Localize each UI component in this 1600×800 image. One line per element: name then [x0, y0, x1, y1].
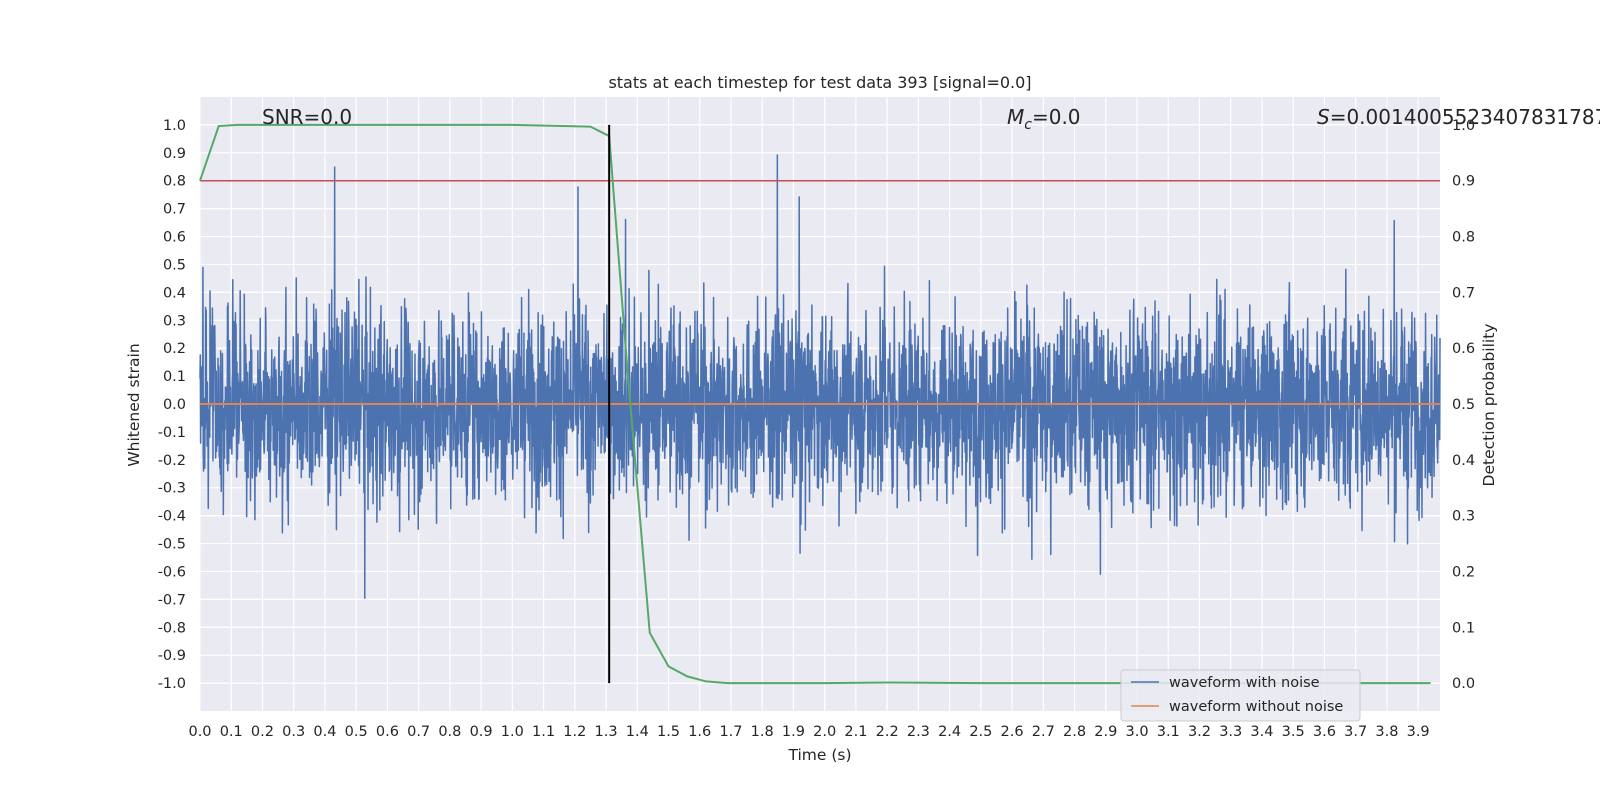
legend-label-clean: waveform without noise	[1169, 699, 1343, 715]
x-tick-label: 0.9	[470, 724, 493, 740]
x-tick-label: 3.3	[1219, 724, 1242, 740]
x-tick-label: 1.6	[688, 724, 711, 740]
y2-tick-label: 0.4	[1452, 453, 1475, 469]
x-tick-label: 2.0	[813, 724, 836, 740]
y2-axis-label: Detection probability	[1480, 324, 1498, 487]
x-tick-label: 0.0	[188, 724, 211, 740]
x-tick-label: 1.5	[657, 724, 680, 740]
x-tick-label: 2.1	[844, 724, 867, 740]
y-tick-label: 0.6	[163, 230, 186, 246]
y2-tick-label: 0.0	[1452, 676, 1475, 692]
y-tick-label: 0.3	[163, 313, 186, 329]
x-axis-label: Time (s)	[787, 746, 851, 764]
y-tick-label: -0.8	[158, 620, 186, 636]
x-tick-label: 0.4	[313, 724, 336, 740]
y2-tick-label: 0.3	[1452, 509, 1475, 525]
x-tick-label: 2.4	[938, 724, 961, 740]
x-tick-label: 0.6	[376, 724, 399, 740]
x-tick-label: 3.9	[1407, 724, 1430, 740]
y-tick-label: 0.4	[163, 285, 186, 301]
y-tick-label: -0.7	[158, 592, 186, 608]
x-tick-label: 1.3	[595, 724, 618, 740]
x-tick-labels: 0.0 0.1 0.2 0.3 0.4 0.5 0.6 0.7 0.8 0.9 1.0 1.1 1.2 1…	[188, 724, 1429, 740]
y-tick-label: -0.9	[158, 648, 186, 664]
x-tick-label: 2.5	[969, 724, 992, 740]
y-tick-label: 0.0	[163, 397, 186, 413]
x-tick-label: 3.6	[1313, 724, 1336, 740]
y-tick-label: -0.1	[158, 425, 186, 441]
y-tick-label: 0.1	[163, 369, 186, 385]
y-tick-label: -1.0	[158, 676, 186, 692]
y-tick-label: 0.5	[163, 257, 186, 273]
x-tick-label: 1.1	[532, 724, 555, 740]
x-tick-label: 0.5	[345, 724, 368, 740]
x-tick-label: 0.1	[220, 724, 243, 740]
legend-box	[1120, 669, 1361, 722]
x-tick-label: 1.7	[719, 724, 742, 740]
x-tick-label: 1.8	[751, 724, 774, 740]
chart-title: stats at each timestep for test data 393…	[608, 73, 1031, 92]
x-tick-label: 3.2	[1188, 724, 1211, 740]
noisy-waveform-line	[199, 154, 1441, 600]
y-tick-label: -0.5	[158, 537, 186, 553]
x-tick-label: 3.1	[1157, 724, 1180, 740]
chirp-mass-annotation: Mc=0.0	[1007, 105, 1081, 133]
x-tick-label: 1.2	[563, 724, 586, 740]
x-tick-label: 2.9	[1094, 724, 1117, 740]
y-tick-label: 0.9	[163, 146, 186, 162]
x-tick-label: 3.0	[1125, 724, 1148, 740]
detection-probability-line	[199, 123, 1431, 685]
y2-tick-label: 0.9	[1452, 174, 1475, 190]
x-tick-label: 3.8	[1375, 724, 1398, 740]
legend: waveform with noise waveform without noi…	[1120, 669, 1361, 722]
x-tick-label: 2.7	[1032, 724, 1055, 740]
x-tick-label: 1.4	[626, 724, 649, 740]
x-tick-label: 2.8	[1063, 724, 1086, 740]
y2-tick-label: 0.7	[1452, 285, 1475, 301]
x-tick-label: 3.7	[1344, 724, 1367, 740]
y-tick-label: 0.7	[163, 202, 186, 218]
overlay-lines	[199, 123, 1440, 685]
y2-tick-label: 0.5	[1452, 397, 1475, 413]
x-tick-label: 2.3	[907, 724, 930, 740]
y-tick-label: -0.3	[158, 481, 186, 497]
y-tick-label: 1.0	[163, 118, 186, 134]
y2-tick-label: 0.8	[1452, 230, 1475, 246]
y2-tick-labels: 1.0 0.9 0.8 0.7 0.6 0.5 0.4 0.3 0.2 0.1 0.0	[1452, 118, 1475, 692]
x-tick-label: 3.4	[1250, 724, 1273, 740]
y-tick-label: -0.4	[158, 509, 186, 525]
x-tick-label: 0.8	[438, 724, 461, 740]
x-tick-label: 0.7	[407, 724, 430, 740]
x-tick-label: 3.5	[1282, 724, 1305, 740]
y2-tick-label: 0.2	[1452, 564, 1475, 580]
y2-tick-label: 0.1	[1452, 620, 1475, 636]
s-annotation: S=0.0014005523407831787	[1317, 105, 1600, 129]
snr-annotation: SNR=0.0	[262, 105, 352, 129]
noisy-waveform-series	[199, 154, 1441, 600]
x-tick-label: 2.6	[1001, 724, 1024, 740]
x-tick-label: 0.2	[251, 724, 274, 740]
x-tick-label: 2.2	[876, 724, 899, 740]
x-tick-label: 1.0	[501, 724, 524, 740]
x-tick-label: 0.3	[282, 724, 305, 740]
y2-tick-label: 0.6	[1452, 341, 1475, 357]
legend-label-noisy: waveform with noise	[1169, 675, 1320, 691]
y-axis-label: Whitened strain	[125, 343, 143, 466]
y-tick-label: -0.6	[158, 564, 186, 580]
y-tick-labels: 1.0 0.9 0.8 0.7 0.6 0.5 0.4 0.3 0.2 0.1 0.0 -0.1 -0.…	[158, 118, 186, 692]
y-tick-label: 0.2	[163, 341, 186, 357]
y-tick-label: -0.2	[158, 453, 186, 469]
y2-tick-label: 1.0	[1452, 118, 1475, 134]
y-tick-label: 0.8	[163, 174, 186, 190]
x-tick-label: 1.9	[782, 724, 805, 740]
